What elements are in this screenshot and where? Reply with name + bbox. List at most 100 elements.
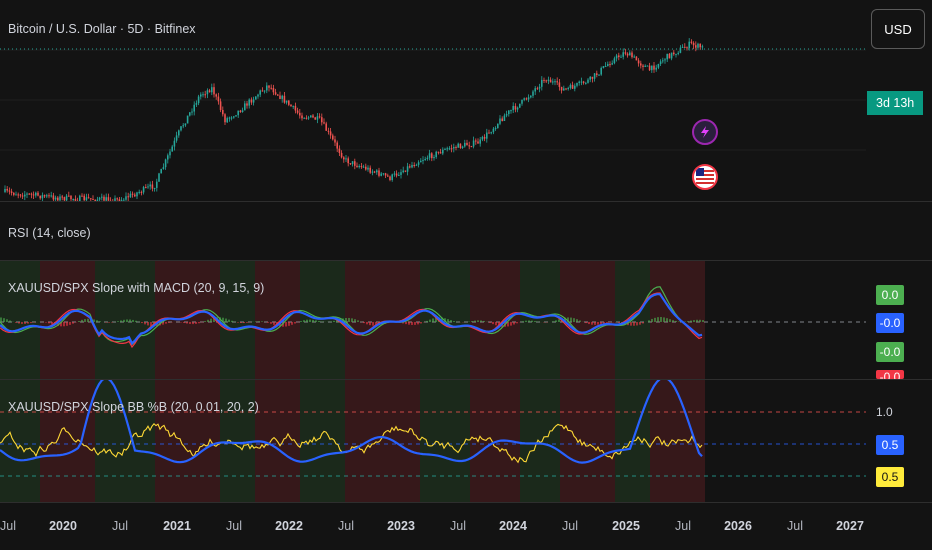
candle-body <box>494 128 497 130</box>
macd-histogram-bar <box>699 319 701 322</box>
candle-body <box>398 174 400 176</box>
candle-body <box>681 46 684 48</box>
candle-body <box>699 43 701 48</box>
candle-body <box>552 81 554 83</box>
candle-body <box>184 123 187 126</box>
macd-histogram-bar <box>99 321 101 322</box>
candle-body <box>211 87 213 93</box>
lightning-event-icon[interactable] <box>692 119 718 145</box>
macd-histogram-bar <box>525 320 527 322</box>
candle-body <box>664 59 666 61</box>
macd-histogram-bar <box>72 322 74 324</box>
candle-body <box>356 165 358 167</box>
macd-histogram-bar <box>60 322 62 327</box>
macd-histogram-bar <box>696 319 698 322</box>
candle-body <box>345 158 347 160</box>
macd-histogram-bar <box>228 319 230 322</box>
candle-body <box>358 166 360 168</box>
candle-body <box>28 193 30 195</box>
candle-body <box>545 80 547 82</box>
macd-histogram-bar <box>516 322 518 324</box>
candle-body <box>103 196 105 201</box>
candle-body <box>180 126 182 131</box>
time-axis-label: 2027 <box>836 519 864 533</box>
macd-histogram-bar <box>207 319 209 322</box>
candle-body <box>424 158 426 161</box>
candle-body <box>30 193 33 195</box>
candle-body <box>525 98 528 100</box>
candle-body <box>453 147 455 149</box>
symbol-title[interactable]: Bitcoin / U.S. Dollar · 5D · Bitfinex <box>8 22 196 36</box>
macd-histogram-bar <box>345 317 347 322</box>
macd-histogram-bar <box>687 321 689 322</box>
time-axis[interactable]: Jul 2020 Jul 2021 Jul 2022 Jul 2023 Jul 2024 Jul 20… <box>0 503 866 550</box>
candle-body <box>241 110 244 113</box>
time-axis-label: 2023 <box>387 519 415 533</box>
macd-histogram-bar <box>564 317 566 322</box>
macd-histogram-bar <box>189 322 191 324</box>
macd-histogram-bar <box>273 322 275 325</box>
candle-body <box>373 171 376 173</box>
macd-histogram-bar <box>96 320 98 322</box>
candle-body <box>589 76 591 80</box>
candle-body <box>136 192 138 197</box>
candle-body <box>160 169 162 174</box>
candle-body <box>41 195 44 199</box>
candle-body <box>666 53 668 60</box>
macd-histogram-bar <box>474 320 476 322</box>
candle-body <box>629 52 631 56</box>
candle-body <box>483 136 486 139</box>
macd-histogram-bar <box>144 322 146 325</box>
macd-histogram-bar <box>657 317 659 322</box>
candle-body <box>57 197 59 201</box>
macd-histogram-bar <box>336 320 338 322</box>
bb-title[interactable]: XAUUSD/SPX Slope BB %B (20, 0.01, 20, 2) <box>8 400 259 414</box>
pane-separator[interactable] <box>0 260 932 261</box>
candle-body <box>514 105 517 110</box>
candle-body <box>213 87 215 95</box>
macd-badge-1: -0.0 <box>876 313 904 333</box>
candle-body <box>360 166 363 168</box>
macd-histogram-bar <box>369 322 371 326</box>
candle-body <box>596 73 598 75</box>
candle-body <box>239 110 242 113</box>
bb-pane[interactable] <box>0 380 866 502</box>
candle-body <box>10 191 13 193</box>
macd-histogram-bar <box>429 319 431 322</box>
time-axis-label: 2025 <box>612 519 640 533</box>
macd-histogram-bar <box>129 319 131 322</box>
candle-body <box>523 98 525 100</box>
candle-body <box>556 81 558 83</box>
candle-body <box>547 79 550 82</box>
candle-body <box>475 140 477 142</box>
candle-body <box>521 99 523 104</box>
macd-histogram-bar <box>441 317 443 322</box>
candle-body <box>294 105 297 111</box>
macd-pane[interactable] <box>0 261 866 379</box>
price-pane[interactable] <box>0 0 866 201</box>
candle-body <box>611 63 613 65</box>
macd-histogram-bar <box>567 317 569 322</box>
candle-body <box>37 192 39 196</box>
candle-body <box>604 66 607 68</box>
pane-separator[interactable] <box>0 201 932 202</box>
candle-body <box>642 65 644 67</box>
macd-histogram-bar <box>453 321 455 322</box>
candle-body <box>259 90 261 95</box>
currency-button[interactable]: USD <box>871 9 925 49</box>
candle-body <box>382 173 385 175</box>
pane-separator[interactable] <box>0 379 932 380</box>
us-flag-event-icon[interactable] <box>692 164 718 190</box>
macd-title[interactable]: XAUUSD/SPX Slope with MACD (20, 9, 15, 9… <box>8 281 265 295</box>
macd-histogram-bar <box>126 319 128 322</box>
macd-histogram-bar <box>666 318 668 322</box>
candle-body <box>673 52 675 55</box>
macd-histogram-bar <box>480 320 482 322</box>
candle-body <box>417 162 420 165</box>
candle-body <box>200 94 202 97</box>
rsi-title[interactable]: RSI (14, close) <box>8 226 91 240</box>
bar-countdown: 3d 13h <box>867 91 923 115</box>
candle-body <box>633 56 635 58</box>
macd-histogram-bar <box>357 320 359 322</box>
candle-body <box>409 166 411 168</box>
